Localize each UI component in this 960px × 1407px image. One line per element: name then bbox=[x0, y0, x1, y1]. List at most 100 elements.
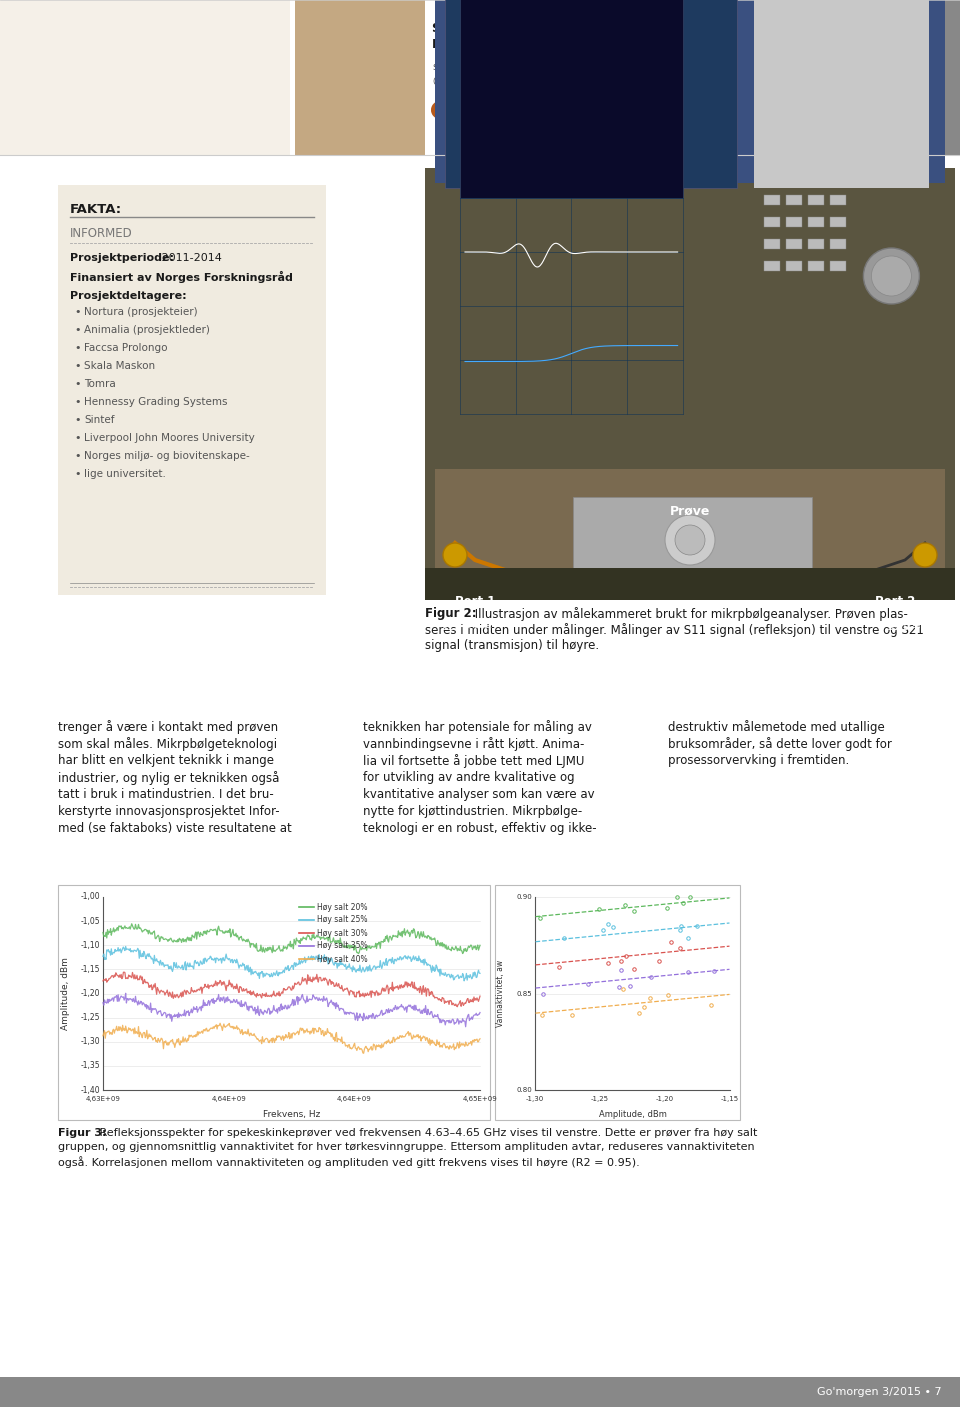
Circle shape bbox=[863, 248, 920, 304]
Text: lige universitet.: lige universitet. bbox=[84, 469, 166, 478]
Text: Refleksjonsspekter for spekeskinkeprøver ved frekvensen 4.63–4.65 GHz vises til : Refleksjonsspekter for spekeskinkeprøver… bbox=[96, 1128, 757, 1138]
Text: Amplitude, dBm: Amplitude, dBm bbox=[61, 957, 70, 1030]
Text: Sintef: Sintef bbox=[84, 415, 114, 425]
Wedge shape bbox=[431, 101, 449, 120]
Text: 0.80: 0.80 bbox=[516, 1088, 532, 1093]
Text: Vannaktivitet, aw: Vannaktivitet, aw bbox=[495, 960, 505, 1027]
Text: kerstyrte innovasjonsprosjektet Infor-: kerstyrte innovasjonsprosjektet Infor- bbox=[58, 805, 279, 817]
Text: destruktiv målemetode med utallige: destruktiv målemetode med utallige bbox=[668, 720, 885, 734]
Text: lia vil fortsette å jobbe tett med LJMU: lia vil fortsette å jobbe tett med LJMU bbox=[363, 754, 585, 768]
Text: Frekvens, Hz: Frekvens, Hz bbox=[263, 1110, 321, 1119]
Bar bbox=[786, 217, 803, 227]
Text: Port 2: Port 2 bbox=[875, 595, 916, 608]
Bar bbox=[425, 568, 955, 599]
Text: Hennessy Grading Systems: Hennessy Grading Systems bbox=[84, 397, 228, 407]
Text: Nortura (prosjekteier): Nortura (prosjekteier) bbox=[84, 307, 198, 317]
Text: signal (transmisjon) til høyre.: signal (transmisjon) til høyre. bbox=[425, 639, 599, 651]
Text: 4,63E+09: 4,63E+09 bbox=[85, 1096, 120, 1102]
Bar bbox=[58, 885, 490, 1120]
Text: Høy salt 35%: Høy salt 35% bbox=[317, 941, 368, 951]
Text: FAKTA:: FAKTA: bbox=[70, 203, 122, 217]
Text: •: • bbox=[74, 362, 81, 371]
Text: prosessorvervking i fremtiden.: prosessorvervking i fremtiden. bbox=[668, 754, 850, 767]
Text: Go'morgen 3/2015 • 7: Go'morgen 3/2015 • 7 bbox=[817, 1387, 942, 1397]
Text: Skala Maskon: Skala Maskon bbox=[84, 362, 156, 371]
Text: har blitt en velkjent teknikk i mange: har blitt en velkjent teknikk i mange bbox=[58, 754, 274, 767]
Circle shape bbox=[675, 525, 705, 554]
Text: -1,30: -1,30 bbox=[81, 1037, 100, 1047]
Bar bbox=[764, 262, 780, 272]
Text: -1,20: -1,20 bbox=[656, 1096, 674, 1102]
Bar bbox=[808, 196, 825, 205]
Text: -1,25: -1,25 bbox=[591, 1096, 609, 1102]
Text: industrier, og nylig er teknikken også: industrier, og nylig er teknikken også bbox=[58, 771, 279, 785]
Text: 0.90: 0.90 bbox=[516, 893, 532, 900]
Text: vannbindingsevne i rått kjøtt. Anima-: vannbindingsevne i rått kjøtt. Anima- bbox=[363, 737, 585, 751]
Text: ANIMALIA: ANIMALIA bbox=[452, 104, 517, 117]
Text: 4,64E+09: 4,64E+09 bbox=[337, 1096, 372, 1102]
Bar bbox=[425, 167, 955, 599]
Text: -1,30: -1,30 bbox=[526, 1096, 544, 1102]
Text: •: • bbox=[74, 307, 81, 317]
Text: Amplitude, dBm: Amplitude, dBm bbox=[599, 1110, 666, 1119]
Bar bbox=[786, 196, 803, 205]
Text: Bjarnadottir: Bjarnadottir bbox=[432, 38, 517, 51]
Text: 4,65E+09: 4,65E+09 bbox=[463, 1096, 497, 1102]
Bar bbox=[830, 217, 846, 227]
Text: -1,00: -1,00 bbox=[81, 892, 100, 902]
Text: Tomra: Tomra bbox=[84, 378, 116, 388]
Text: Høy salt 30%: Høy salt 30% bbox=[317, 929, 368, 937]
Bar bbox=[290, 0, 935, 155]
Text: kathrine.lunde@: kathrine.lunde@ bbox=[748, 55, 834, 65]
Text: •: • bbox=[74, 343, 81, 353]
Text: gruppen, og gjennomsnittlig vannaktivitet for hver tørkesvinngruppe. Ettersom am: gruppen, og gjennomsnittlig vannaktivite… bbox=[58, 1142, 755, 1152]
Text: INFORMED: INFORMED bbox=[70, 227, 132, 241]
Text: -1,20: -1,20 bbox=[81, 989, 100, 998]
Bar bbox=[495, 885, 740, 1120]
Text: Høy salt 20%: Høy salt 20% bbox=[317, 902, 368, 912]
Bar bbox=[573, 497, 812, 575]
Text: trenger å være i kontakt med prøven: trenger å være i kontakt med prøven bbox=[58, 720, 278, 734]
Text: •: • bbox=[74, 378, 81, 388]
Bar bbox=[830, 262, 846, 272]
Text: Figur 2:: Figur 2: bbox=[425, 606, 476, 620]
Text: Figur 3:: Figur 3: bbox=[58, 1128, 107, 1138]
Circle shape bbox=[443, 543, 467, 567]
Bar bbox=[435, 0, 945, 183]
Text: Faccsa Prolongo: Faccsa Prolongo bbox=[84, 343, 167, 353]
Text: Port 1: Port 1 bbox=[455, 595, 495, 608]
Text: •: • bbox=[74, 397, 81, 407]
Bar bbox=[935, 0, 960, 155]
Bar bbox=[610, 0, 740, 155]
Bar bbox=[786, 239, 803, 249]
Bar bbox=[0, 0, 290, 155]
Circle shape bbox=[913, 543, 937, 567]
Text: •: • bbox=[74, 433, 81, 443]
Bar bbox=[830, 196, 846, 205]
Text: Stefania Gudrun: Stefania Gudrun bbox=[432, 23, 547, 35]
Text: -1,25: -1,25 bbox=[81, 1013, 100, 1021]
Text: 2011-2014: 2011-2014 bbox=[158, 253, 222, 263]
Text: S11 <==: S11 <== bbox=[440, 622, 492, 632]
Bar bbox=[435, 469, 945, 590]
Text: @animalia.no: @animalia.no bbox=[432, 75, 504, 84]
Text: bruksområder, så dette lover godt for: bruksområder, så dette lover godt for bbox=[668, 737, 892, 751]
Text: Prøve: Prøve bbox=[670, 505, 710, 518]
Text: for utvikling av andre kvalitative og: for utvikling av andre kvalitative og bbox=[363, 771, 575, 784]
Text: ANIMALIA: ANIMALIA bbox=[768, 104, 833, 117]
Text: Høy salt 25%: Høy salt 25% bbox=[317, 916, 368, 924]
Bar bbox=[764, 196, 780, 205]
Text: Norges miljø- og biovitenskape-: Norges miljø- og biovitenskape- bbox=[84, 452, 250, 461]
Text: Høy salt 40%: Høy salt 40% bbox=[317, 954, 368, 964]
Text: -1,10: -1,10 bbox=[81, 941, 100, 950]
Bar bbox=[830, 239, 846, 249]
Text: teknikken har potensiale for måling av: teknikken har potensiale for måling av bbox=[363, 720, 592, 734]
Text: -1,35: -1,35 bbox=[81, 1061, 100, 1071]
Text: Liverpool John Moores University: Liverpool John Moores University bbox=[84, 433, 254, 443]
Text: Kathrine Lunde: Kathrine Lunde bbox=[748, 23, 856, 35]
Text: animalia.no: animalia.no bbox=[748, 68, 809, 77]
Text: kvantitative analyser som kan være av: kvantitative analyser som kan være av bbox=[363, 788, 594, 801]
Bar bbox=[295, 0, 425, 155]
Text: Prosjektdeltagere:: Prosjektdeltagere: bbox=[70, 291, 186, 301]
Text: som skal måles. Mikrpbølgeteknologi: som skal måles. Mikrpbølgeteknologi bbox=[58, 737, 277, 751]
